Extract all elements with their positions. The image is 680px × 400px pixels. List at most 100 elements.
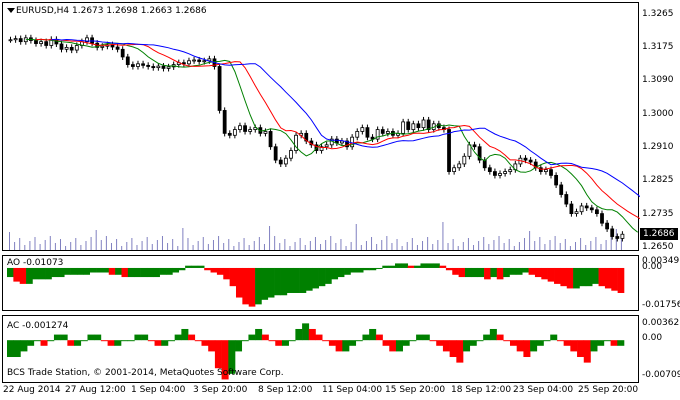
candle: [370, 136, 375, 140]
volume-bar: [376, 244, 378, 250]
ac-bar: [188, 334, 196, 341]
volume-bar: [136, 245, 138, 250]
volume-bar: [391, 243, 393, 250]
volume-bar: [54, 243, 56, 250]
ac-bar: [463, 340, 471, 352]
volume-bar: [85, 241, 87, 250]
volume-bar: [248, 245, 250, 250]
candle: [115, 46, 120, 50]
ao-bar: [274, 267, 281, 296]
volume-bar: [177, 246, 179, 250]
accelerator-oscillator-panel[interactable]: AC -0.001274 BCS Trade Station, © 2001-2…: [2, 315, 639, 383]
volume-bar: [559, 243, 561, 250]
ao-bar: [76, 267, 84, 275]
candle: [600, 213, 604, 224]
ao-bar: [210, 267, 218, 273]
candle: [151, 66, 156, 69]
price-label: 1.3175: [642, 42, 674, 52]
ao-bar: [388, 265, 396, 268]
ao-bar: [528, 267, 536, 275]
ao-bar: [197, 265, 205, 268]
ma-mid-line: [35, 38, 640, 220]
volume-bar: [575, 242, 577, 250]
candle: [487, 167, 492, 172]
candle: [385, 131, 390, 134]
ao-bar: [7, 267, 14, 278]
candle: [18, 38, 23, 43]
ac-bar: [449, 340, 457, 358]
ao-bar: [318, 267, 326, 287]
current-price-marker: 1.2686: [640, 228, 678, 240]
ac-bar: [7, 340, 15, 358]
volume-bar: [498, 236, 500, 250]
candle: [360, 127, 365, 132]
volume-bar: [263, 244, 265, 250]
candle: [181, 62, 186, 65]
ac-bar: [342, 340, 350, 352]
volume-bar: [411, 238, 413, 250]
ac-bar: [570, 340, 578, 352]
volume-bar: [258, 237, 260, 250]
ac-bar: [402, 340, 410, 346]
volume-bar: [14, 242, 16, 250]
ac-bar: [610, 340, 618, 346]
ac-bar: [181, 328, 189, 341]
ao-bar: [598, 267, 606, 287]
ac-bar: [275, 340, 283, 346]
candle: [493, 171, 497, 176]
ao-bar: [159, 267, 167, 275]
candle: [130, 64, 135, 67]
ac-bar: [295, 328, 303, 341]
candle: [579, 205, 584, 213]
main-price-chart[interactable]: EURUSD,H4 1.2673 1.2698 1.2663 1.2686: [2, 2, 640, 251]
volume-bar: [580, 238, 582, 250]
time-label: 15 Sep 20:00: [385, 385, 446, 395]
candle: [569, 203, 574, 215]
ao-bar: [325, 267, 332, 284]
ac-bar: [167, 340, 175, 342]
ao-bar: [178, 267, 186, 271]
volume-bar: [518, 242, 520, 250]
volume-bar: [539, 237, 541, 250]
candle: [8, 39, 13, 42]
candle: [85, 37, 89, 43]
ao-bar: [395, 263, 402, 268]
chart-menu-icon[interactable]: [7, 8, 15, 13]
ac-bar: [375, 334, 383, 341]
ao-bar: [458, 267, 466, 278]
ao-label: AO -0.01073: [7, 258, 64, 268]
ao-scale-top: 0.00349: [642, 256, 680, 266]
ao-bar: [420, 263, 428, 268]
candle: [232, 129, 237, 136]
ao-bar: [299, 267, 307, 293]
volume-bar: [564, 239, 566, 250]
ao-bar: [490, 267, 498, 278]
ac-bar: [349, 340, 357, 346]
volume-bar: [156, 240, 158, 250]
volume-bar: [49, 236, 51, 250]
volume-bar: [447, 243, 449, 250]
volume-bar: [549, 240, 551, 250]
candle: [498, 173, 502, 176]
volume-bar: [493, 240, 495, 250]
volume-bar: [228, 239, 230, 250]
ac-bar: [362, 334, 370, 341]
ao-bar: [534, 267, 542, 278]
ao-bar: [426, 263, 434, 268]
awesome-oscillator-panel[interactable]: AO -0.01073: [2, 255, 639, 311]
volume-bar: [299, 238, 301, 250]
candle: [365, 127, 370, 138]
ac-bar: [369, 328, 377, 341]
ac-bar: [241, 340, 249, 342]
ac-bar: [174, 334, 182, 341]
ao-bar: [248, 267, 256, 307]
candle: [166, 66, 171, 69]
candle: [421, 119, 426, 129]
candle: [605, 222, 610, 230]
volume-bar: [80, 245, 82, 250]
price-label: 1.3000: [642, 109, 674, 119]
volume-bar: [610, 236, 612, 250]
volume-bar: [105, 236, 107, 250]
volume-bar: [365, 241, 367, 250]
volume-bar: [182, 228, 184, 250]
